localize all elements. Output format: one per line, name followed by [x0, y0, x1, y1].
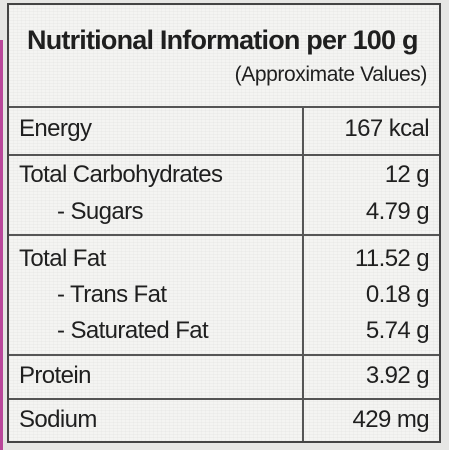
table-row-protein: Protein 3.92 g: [9, 358, 439, 394]
row-label: - Sugars: [57, 198, 144, 225]
left-accent-stripe: [0, 40, 3, 450]
section-divider-carbohydrates: [9, 154, 439, 156]
row-label: Total Carbohydrates: [19, 161, 223, 188]
row-label: - Saturated Fat: [57, 317, 209, 344]
table-row-trans-fat: - Trans Fat 0.18 g: [9, 277, 439, 313]
row-value: 3.92 g: [365, 362, 430, 389]
section-divider-fat: [9, 234, 439, 236]
section-divider-sodium: [9, 398, 439, 400]
row-value: 11.52 g: [354, 245, 430, 272]
row-label: Sodium: [19, 406, 97, 433]
row-value: 5.74 g: [365, 317, 430, 344]
row-value: 429 mg: [352, 406, 430, 433]
nutrition-table: Nutritional Information per 100 g (Appro…: [7, 3, 441, 443]
section-divider-energy: [9, 106, 439, 108]
row-label: Energy: [19, 115, 92, 142]
table-row-sodium: Sodium 429 mg: [9, 402, 439, 438]
table-row-saturated-fat: - Saturated Fat 5.74 g: [9, 313, 439, 349]
row-value: 167 kcal: [344, 115, 429, 142]
table-row-energy: Energy 167 kcal: [9, 111, 439, 147]
section-divider-protein: [9, 354, 439, 356]
table-header: Nutritional Information per 100 g (Appro…: [9, 5, 439, 106]
table-row-total-carbohydrates: Total Carbohydrates 12 g: [9, 157, 439, 193]
row-label: - Trans Fat: [57, 281, 167, 308]
row-label: Total Fat: [19, 245, 106, 272]
table-subtitle: (Approximate Values): [234, 63, 428, 86]
table-row-sugars: - Sugars 4.79 g: [9, 194, 439, 230]
table-title: Nutritional Information per 100 g: [27, 25, 418, 55]
column-divider: [302, 106, 304, 441]
row-value: 0.18 g: [365, 281, 430, 308]
row-label: Protein: [19, 362, 91, 389]
table-row-total-fat: Total Fat 11.52 g: [9, 241, 439, 277]
row-value: 4.79 g: [365, 198, 430, 225]
row-value: 12 g: [384, 161, 430, 188]
